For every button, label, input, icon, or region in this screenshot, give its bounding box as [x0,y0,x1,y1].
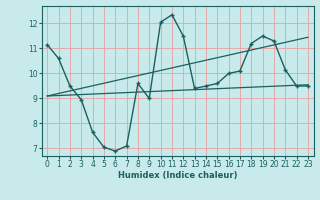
X-axis label: Humidex (Indice chaleur): Humidex (Indice chaleur) [118,171,237,180]
